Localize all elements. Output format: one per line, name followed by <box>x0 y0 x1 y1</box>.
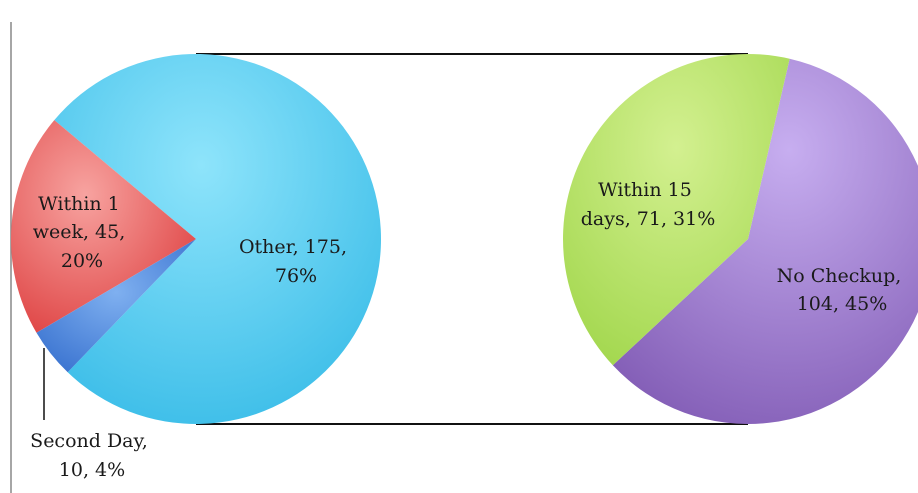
label-second-day-line-2: 10, 4% <box>59 459 125 481</box>
slice-no-checkup <box>612 58 918 424</box>
label-no-checkup: No Checkup, 104, 45% <box>777 265 908 315</box>
label-within-15-days: Within 15 days, 71, 31% <box>581 179 716 230</box>
label-no-checkup-line-2: 104, 45% <box>797 293 888 315</box>
slice-other <box>54 53 381 424</box>
slice-second-day <box>36 239 196 373</box>
main-pie <box>10 53 381 424</box>
slice-within-1-week <box>10 120 196 333</box>
label-other-line-1: Other, 175, <box>239 236 347 258</box>
label-within-15-days-line-2: days, 71, 31% <box>581 208 716 230</box>
label-second-day: Second Day, 10, 4% <box>30 430 154 481</box>
label-no-checkup-line-1: No Checkup, <box>777 265 902 287</box>
label-other: Other, 175, 76% <box>239 236 353 287</box>
label-within-1-week-line-3: 20% <box>61 250 103 272</box>
label-within-1-week-line-2: week, 45, <box>33 221 126 243</box>
label-other-line-2: 76% <box>275 265 317 287</box>
label-within-15-days-line-1: Within 15 <box>598 179 692 201</box>
label-second-day-line-1: Second Day, <box>30 430 148 452</box>
slice-within-15-days <box>563 53 790 366</box>
label-within-1-week-line-1: Within 1 <box>38 193 120 215</box>
label-within-1-week: Within 1 week, 45, 20% <box>33 193 132 272</box>
secondary-pie <box>563 53 918 424</box>
